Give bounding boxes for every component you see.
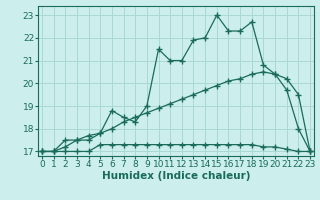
X-axis label: Humidex (Indice chaleur): Humidex (Indice chaleur)	[102, 171, 250, 181]
